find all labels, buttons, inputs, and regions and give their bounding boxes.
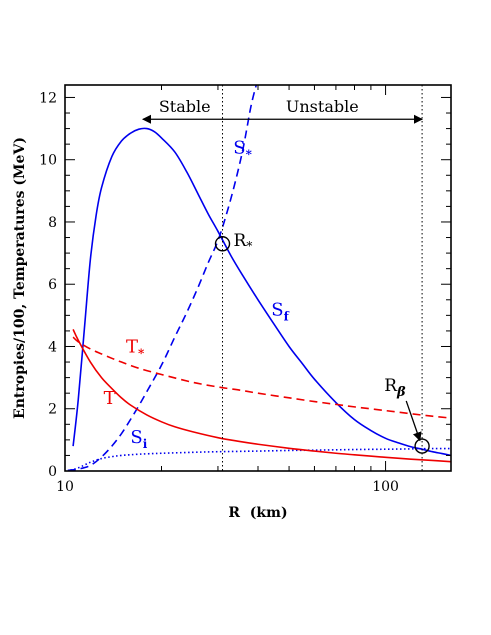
plot-area: Stable Unstable R* Rβ S* Sf Si T T* (67, 85, 451, 471)
curve-label-s-f: Sf (271, 299, 289, 323)
r-star-label: R* (234, 231, 253, 253)
curve-label-t: T (104, 388, 116, 409)
y-tick-label: 4 (48, 339, 57, 355)
series-line-s-i (70, 447, 451, 471)
r-star-marker (214, 236, 231, 252)
series-line-s-star (67, 85, 258, 471)
x-tick-label: 10 (56, 479, 74, 495)
y-tick-label: 12 (39, 90, 57, 106)
r-beta-arrow (405, 400, 422, 442)
curve-label-s-i: Si (130, 427, 147, 451)
y-axis-title: Entropies/100, Temperatures (MeV) (12, 137, 28, 419)
r-beta-label: Rβ (384, 376, 406, 400)
y-tick-label: 6 (48, 277, 57, 293)
curve-label-t-star: T* (126, 337, 145, 361)
y-tick-label: 10 (39, 153, 57, 169)
unstable-label: Unstable (286, 97, 359, 116)
series-line-t (72, 329, 451, 463)
series-line-s-f (72, 127, 451, 457)
curves (67, 85, 451, 471)
stable-label: Stable (159, 97, 211, 116)
plot-frame (64, 84, 452, 472)
y-tick-label: 8 (48, 215, 57, 231)
axes: 0 2 4 6 8 10 12 10 100 R (km) Entropies/100, Tempe… (12, 84, 452, 521)
curve-label-s-star: S* (233, 137, 252, 161)
y-tick-label: 2 (48, 402, 57, 418)
y-tick-label: 0 (48, 464, 57, 480)
x-axis-title: R (km) (228, 505, 287, 521)
x-tick-label: 100 (372, 479, 399, 495)
r-beta-marker (414, 438, 430, 454)
